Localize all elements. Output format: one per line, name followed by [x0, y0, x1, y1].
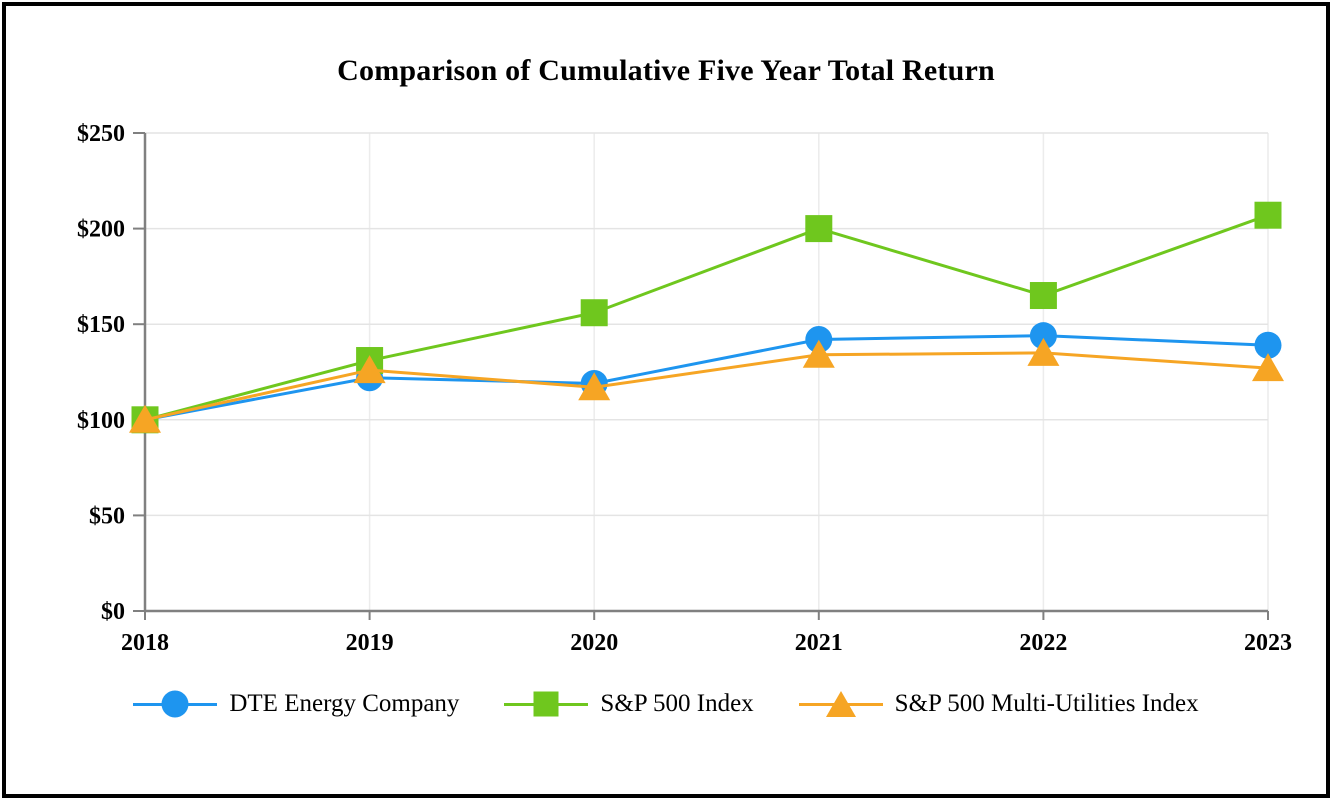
y-tick-label: $150 [77, 312, 125, 338]
legend-line [798, 691, 883, 717]
series-s-p-500-index [131, 201, 1282, 434]
legend-item-dte-energy-company: DTE Energy Company [133, 690, 459, 718]
x-tick-label: 2023 [1244, 630, 1292, 656]
y-tick-labels: $0 $50 $100 $150 $200 $250 [77, 121, 125, 625]
data-point-circle [805, 325, 833, 353]
data-point-square [1254, 201, 1282, 229]
chart-title: Comparison of Cumulative Five Year Total… [337, 54, 995, 87]
data-point-triangle [802, 339, 835, 368]
legend-label: S&P 500 Index [600, 690, 754, 717]
y-tick-label: $100 [77, 408, 125, 434]
legend-line [133, 690, 218, 718]
x-tick-label: 2020 [570, 630, 618, 656]
data-point-triangle [1252, 353, 1284, 382]
data-point-triangle [1027, 337, 1060, 366]
data-point-square [805, 215, 833, 243]
data-point-triangle [129, 404, 161, 433]
y-tick-label: $0 [101, 599, 125, 625]
axes [133, 132, 1269, 620]
legend-line [504, 691, 589, 717]
data-point-circle [1029, 322, 1057, 350]
data-point-square [580, 299, 608, 327]
legend-item-sp500-multi-utilities-index: S&P 500 Multi-Utilities Index [798, 690, 1199, 718]
data-point-triangle [578, 372, 611, 401]
data-point-circle [1254, 331, 1282, 359]
legend-item-sp500-index: S&P 500 Index [504, 690, 754, 718]
x-tick-label: 2022 [1019, 630, 1067, 656]
data-point-square [1029, 282, 1057, 310]
y-tick-label: $250 [77, 121, 125, 147]
y-tick-label: $200 [77, 217, 125, 243]
data-point-triangle [353, 355, 386, 384]
series-line [144, 213, 1269, 422]
x-tick-label: 2021 [795, 630, 843, 656]
x-tick-labels: 2018 2019 2020 2021 2022 2023 [121, 630, 1292, 656]
series-line [144, 334, 1269, 422]
legend-label: DTE Energy Company [229, 690, 460, 717]
legend-label: S&P 500 Multi-Utilities Index [894, 690, 1199, 717]
legend: DTE Energy Company S&P 500 Index S&P 500… [0, 690, 1332, 718]
series-line [144, 351, 1269, 422]
y-tick-label: $50 [89, 503, 125, 529]
x-tick-label: 2019 [346, 630, 394, 656]
triangle-marker-icon [825, 691, 856, 717]
circle-marker-icon [161, 690, 189, 718]
square-marker-icon [533, 691, 559, 717]
gridlines [145, 132, 1269, 611]
x-tick-label: 2018 [121, 630, 169, 656]
series-s-p-500-multi-utilities-index [129, 337, 1284, 433]
